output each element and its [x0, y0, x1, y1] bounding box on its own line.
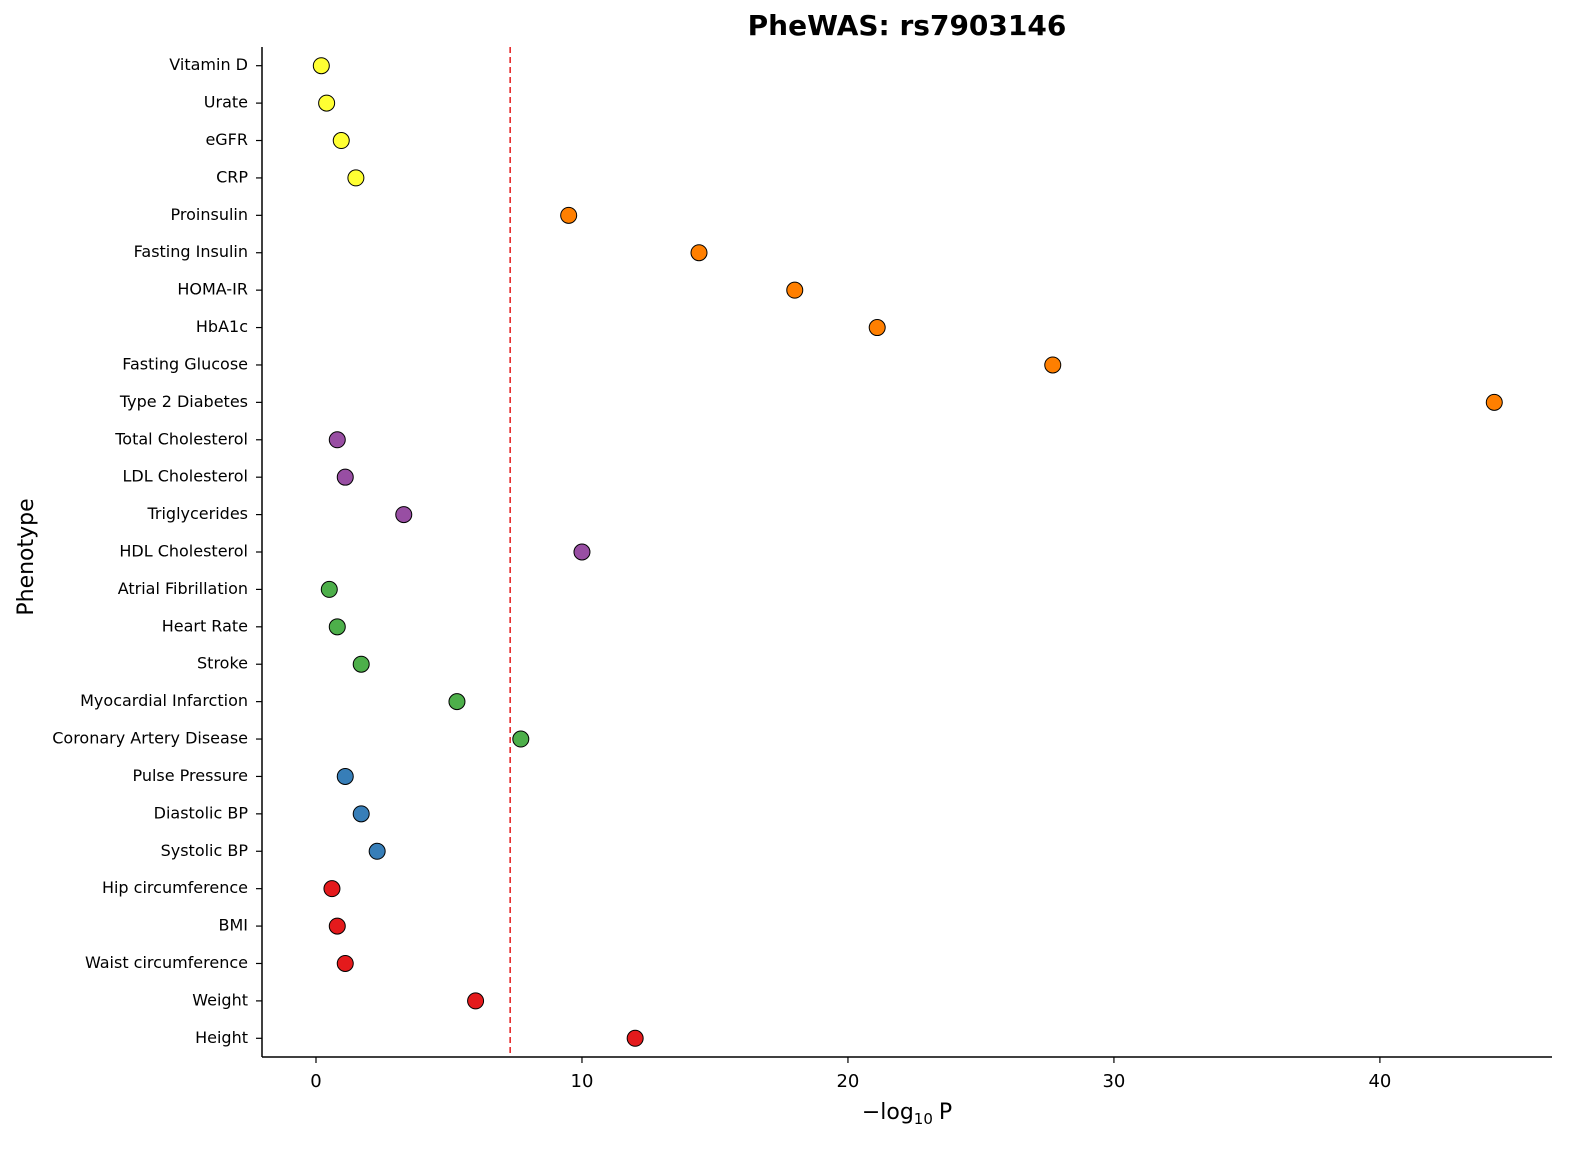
y-tick-label: LDL Cholesterol [122, 467, 248, 486]
point [336, 954, 354, 972]
point [320, 580, 338, 598]
point [352, 805, 370, 823]
point [328, 618, 346, 636]
x-tick-label: 10 [571, 1071, 594, 1092]
y-tick-label: Pulse Pressure [132, 766, 248, 785]
point [560, 206, 578, 224]
y-tick-label: Hip circumference [102, 878, 248, 897]
y-tick-label: Systolic BP [161, 841, 249, 860]
point [318, 94, 336, 112]
y-tick-label: BMI [219, 916, 249, 935]
point [352, 655, 370, 673]
y-tick-label: HOMA-IR [177, 280, 248, 299]
y-axis-label: Phenotype [14, 498, 39, 615]
y-tick-label: Diastolic BP [154, 803, 249, 822]
y-tick-label: Myocardial Infarction [80, 691, 248, 710]
y-tick-label: Type 2 Diabetes [119, 392, 248, 411]
x-tick-label: 0 [310, 1071, 321, 1092]
point [467, 992, 485, 1010]
y-tick-label: Triglycerides [146, 504, 248, 523]
point [328, 917, 346, 935]
point [448, 693, 466, 711]
x-tick-label: 40 [1368, 1071, 1391, 1092]
y-tick-label: Waist circumference [85, 953, 248, 972]
point [786, 281, 804, 299]
x-tick-label: 30 [1102, 1071, 1125, 1092]
point [1485, 393, 1503, 411]
y-tick-label: Weight [192, 990, 248, 1009]
y-tick-label: Proinsulin [171, 205, 248, 224]
point [512, 730, 530, 748]
y-tick-label: Atrial Fibrillation [118, 579, 248, 598]
point [336, 767, 354, 785]
point [626, 1029, 644, 1047]
point [328, 431, 346, 449]
chart-title: PheWAS: rs7903146 [748, 9, 1067, 42]
y-tick-label: Stroke [197, 654, 248, 673]
point [868, 319, 886, 337]
x-tick-label: 20 [836, 1071, 859, 1092]
point [368, 842, 386, 860]
y-tick-label: Fasting Insulin [134, 242, 248, 261]
x-axis-label: −log10 P [862, 1100, 952, 1128]
y-tick-label: Fasting Glucose [122, 354, 248, 373]
x-label-sub: 10 [914, 1110, 933, 1128]
point [336, 468, 354, 486]
x-label-tail: P [939, 1100, 952, 1125]
y-tick-label: Vitamin D [169, 55, 248, 74]
y-tick-label: eGFR [205, 130, 248, 149]
y-tick-label: Total Cholesterol [114, 429, 248, 448]
point [323, 880, 341, 898]
point [395, 506, 413, 524]
y-tick-label: CRP [216, 167, 248, 186]
y-tick-label: Heart Rate [162, 616, 248, 635]
point [573, 543, 591, 561]
point [332, 132, 350, 150]
y-tick-label: Urate [204, 93, 248, 112]
point [1044, 356, 1062, 374]
point [312, 57, 330, 75]
y-tick-label: HbA1c [196, 317, 248, 336]
x-label-main: −log [862, 1100, 914, 1125]
y-tick-label: Coronary Artery Disease [52, 729, 248, 748]
y-tick-label: HDL Cholesterol [119, 542, 248, 561]
point [347, 169, 365, 187]
y-tick-label: Height [195, 1028, 248, 1047]
point [690, 244, 708, 262]
